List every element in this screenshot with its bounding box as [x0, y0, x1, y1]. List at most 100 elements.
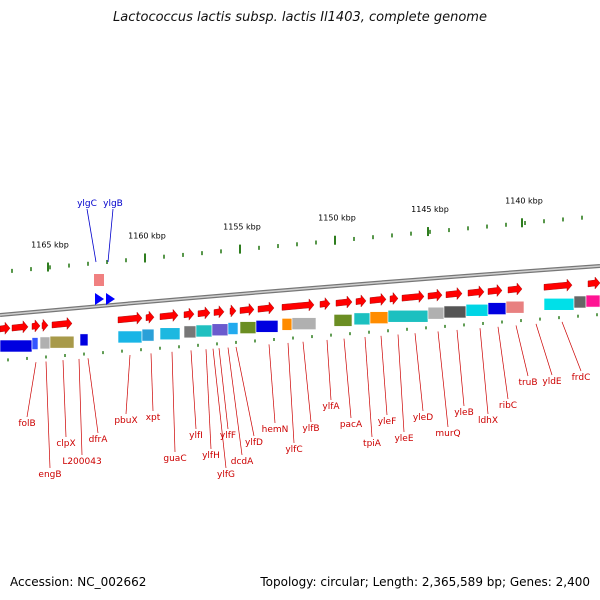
gene-label-folB: folB [18, 419, 35, 429]
leader-line [326, 339, 332, 401]
leader-line [235, 346, 255, 437]
gene-arrow [587, 276, 600, 290]
gene-label-yleD: yleD [413, 413, 433, 423]
leader-line [535, 323, 553, 376]
gene-arrow [229, 304, 237, 318]
gene-label-yleB: yleB [454, 408, 474, 418]
gene-arrow [239, 302, 255, 317]
gene-label-yleF: yleF [378, 417, 397, 427]
backbone-highlight [0, 265, 600, 316]
gene-label-pacA: pacA [340, 420, 363, 430]
gene-label-frdC: frdC [572, 373, 591, 383]
cog-box [333, 314, 353, 327]
cog-box [211, 323, 229, 337]
cog-box [505, 300, 525, 314]
leader-line [343, 338, 352, 419]
gene-label-dfrA: dfrA [89, 435, 109, 445]
cog-box [487, 302, 507, 315]
cog-box [227, 322, 239, 335]
gene-arrow [319, 297, 331, 311]
gene-arrow [369, 292, 387, 306]
gene-arrow-reverse [106, 293, 115, 305]
leader-line [497, 326, 509, 400]
leader-line [515, 325, 529, 377]
gene-arrow [355, 294, 367, 308]
leader-line [561, 321, 582, 372]
gene-label-engB: engB [38, 470, 61, 480]
leader-line [397, 334, 405, 433]
leader-line [150, 353, 154, 412]
gene-label-xpt: xpt [146, 413, 161, 423]
cog-box [291, 317, 317, 330]
cog-box [369, 311, 389, 324]
leader-line [205, 349, 212, 450]
leader-line [212, 348, 227, 469]
leader-line [45, 361, 51, 469]
gene-label-ylfC: ylfC [285, 445, 302, 455]
leader-line [364, 336, 373, 438]
cog-box [159, 327, 181, 341]
gene-box [94, 274, 104, 286]
gene-label-L200043: L200043 [62, 457, 101, 467]
leader-line [287, 342, 295, 444]
gene-arrow-reverse [95, 293, 104, 305]
cog-box [49, 335, 75, 349]
gene-arrow [0, 321, 11, 335]
cog-box [239, 321, 257, 334]
ruler-label: 1150 kbp [318, 214, 356, 223]
cog-box [255, 320, 279, 333]
gene-arrow [159, 308, 179, 322]
gene-arrow [145, 310, 155, 324]
gene-label-guaC: guaC [163, 454, 186, 464]
cog-box [543, 297, 575, 311]
leader-line [107, 208, 114, 263]
cog-box [31, 337, 39, 350]
cog-box [0, 339, 33, 353]
gene-arrow [445, 287, 463, 301]
cog-box [585, 294, 600, 308]
gene-label-ylgC: ylgC [77, 199, 97, 209]
gene-arrow [41, 318, 49, 332]
gene-arrow [507, 282, 523, 296]
ruler-label: 1165 kbp [31, 241, 69, 250]
gene-label-ldhX: ldhX [478, 416, 498, 426]
leader-line [302, 341, 312, 423]
gene-label-ribC: ribC [499, 401, 517, 411]
leader-line [227, 347, 243, 456]
leader-line [125, 355, 131, 415]
cog-box [79, 333, 89, 347]
gene-label-ylfI: ylfI [189, 431, 203, 441]
gene-label-ylfG: ylfG [217, 470, 235, 480]
gene-arrow [427, 288, 443, 302]
leader-line [456, 329, 465, 407]
leader-line [62, 360, 67, 438]
gene-label-tpiA: tpiA [363, 439, 382, 449]
cog-box [281, 318, 293, 331]
leader-line [479, 328, 489, 415]
genome-backbone [0, 264, 600, 317]
ruler-label: 1160 kbp [128, 231, 166, 240]
leader-line [380, 335, 388, 416]
leader-line [171, 351, 176, 453]
summary-text: Topology: circular; Length: 2,365,589 bp… [260, 575, 590, 589]
gene-arrow [467, 285, 485, 299]
gene-label-ylgB: ylgB [103, 199, 123, 209]
gene-labels: ylgC ylgB folB engB clpX L200043 dfrA pbuX xpt gu… [7, 199, 598, 480]
gene-label-murQ: murQ [435, 429, 460, 439]
gene-arrow [487, 283, 503, 298]
gene-features [0, 274, 600, 353]
leader-line [437, 331, 449, 428]
gene-label-yleE: yleE [394, 434, 413, 444]
gene-label-clpX: clpX [56, 439, 75, 449]
gene-arrow [11, 320, 29, 334]
ruler-label: 1140 kbp [505, 196, 543, 205]
gene-label-ylfD: ylfD [245, 438, 263, 448]
ruler-ticks: 1165 kbp 1160 kbp 1155 kbp 1150 kbp 1145 kbp… [11, 196, 583, 273]
gene-label-ylfA: ylfA [322, 402, 340, 412]
cog-box [195, 324, 213, 338]
gene-label-hemN: hemN [262, 425, 289, 435]
gene-arrow [401, 289, 425, 304]
cog-box [117, 330, 143, 344]
cog-box [465, 303, 489, 317]
